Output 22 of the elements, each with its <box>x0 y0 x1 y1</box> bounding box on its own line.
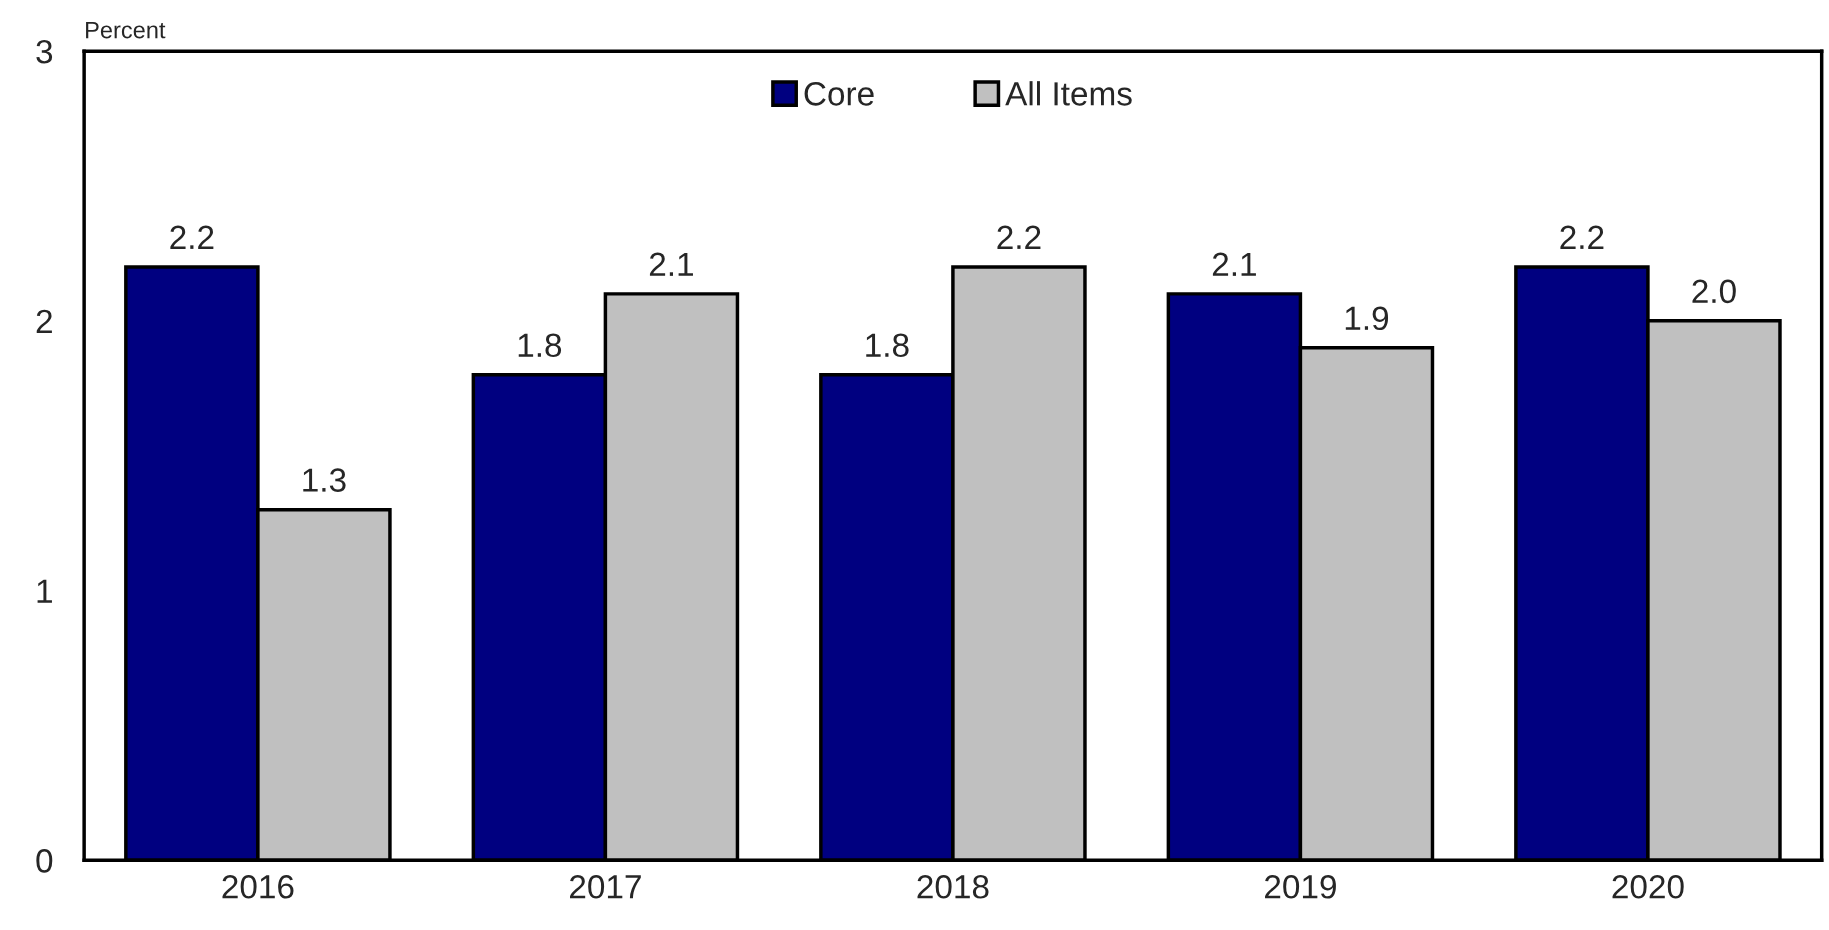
y-tick-label: 2 <box>36 309 52 333</box>
data-label: 1.8 <box>518 333 562 358</box>
x-tick-label: 2017 <box>570 875 641 899</box>
data-label: 2.1 <box>1212 252 1256 276</box>
data-label: 2.1 <box>649 252 693 276</box>
data-label: 2.2 <box>170 225 214 249</box>
x-tick-label: 2020 <box>1612 875 1684 899</box>
data-label: 2.2 <box>1560 225 1604 249</box>
data-label: 1.3 <box>303 468 346 492</box>
y-tick-label: 3 <box>36 39 53 64</box>
data-label: 1.9 <box>1345 306 1389 331</box>
legend-label: All Items <box>1005 81 1132 106</box>
data-label: 2.0 <box>1692 279 1736 304</box>
data-label: 1.8 <box>866 333 909 358</box>
y-tick-label: 0 <box>36 849 53 873</box>
x-tick-label: 2018 <box>917 875 989 899</box>
data-label: 2.2 <box>997 225 1041 249</box>
x-tick-label: 2019 <box>1265 875 1336 899</box>
y-axis-title: Percent <box>86 21 166 39</box>
y-tick-label: 1 <box>37 579 52 603</box>
legend-label: Core <box>804 82 874 106</box>
x-tick-label: 2016 <box>222 875 294 899</box>
